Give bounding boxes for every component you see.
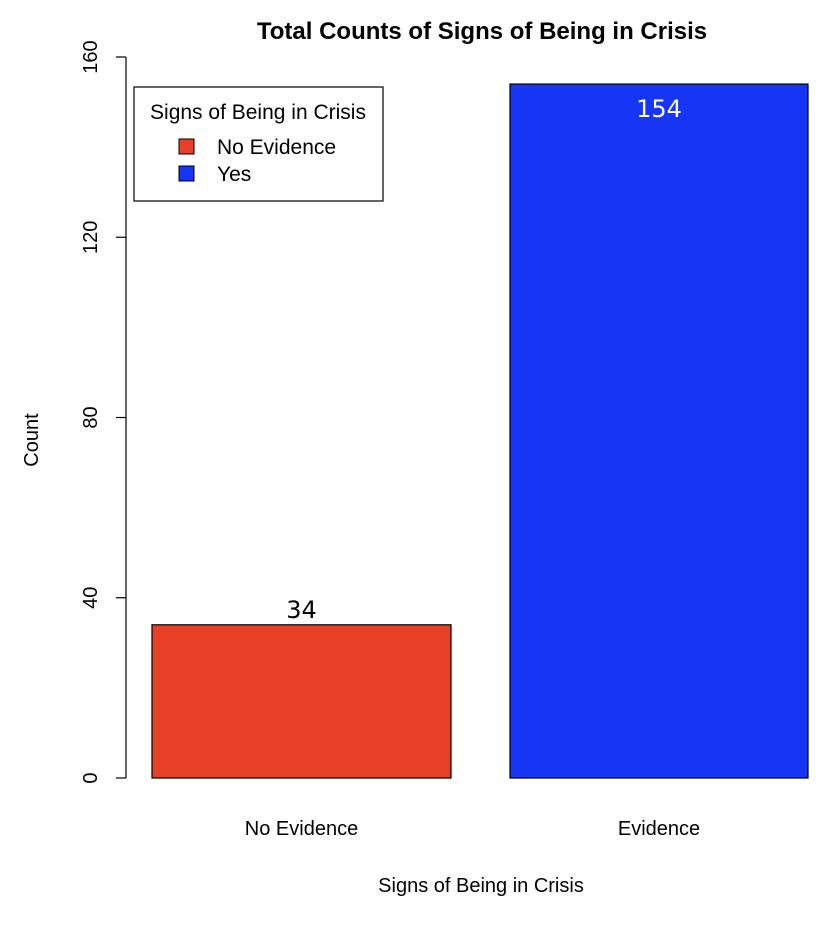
legend-items: No Evidence Yes	[178, 136, 336, 186]
legend-label: Yes	[217, 163, 251, 186]
x-tick-labels: No Evidence Evidence	[245, 818, 700, 840]
y-axis-label: Count	[21, 413, 43, 467]
legend-swatch	[178, 165, 195, 182]
data-label: 154	[636, 95, 682, 123]
data-labels: 34 154	[286, 95, 682, 624]
chart-title: Total Counts of Signs of Being in Crisis	[257, 18, 707, 45]
legend: Signs of Being in Crisis No Evidence Yes	[133, 86, 384, 202]
y-tick-label: 120	[80, 221, 102, 254]
bars	[151, 83, 809, 779]
x-tick-label: No Evidence	[245, 818, 358, 840]
y-axis-ticks: 0 40 80 120 160	[80, 40, 126, 784]
legend-swatch	[178, 138, 195, 155]
legend-box	[133, 86, 384, 202]
y-tick-label: 160	[80, 40, 102, 73]
x-axis-label: Signs of Being in Crisis	[378, 875, 584, 897]
bar-1	[509, 83, 809, 779]
legend-title: Signs of Being in Crisis	[150, 101, 366, 124]
x-tick-label: Evidence	[618, 818, 700, 840]
legend-label: No Evidence	[217, 136, 336, 159]
data-label: 34	[286, 596, 317, 624]
y-tick-label: 80	[80, 406, 102, 428]
bar-0	[151, 624, 452, 779]
y-tick-label: 40	[80, 587, 102, 609]
y-tick-label: 0	[80, 772, 102, 783]
